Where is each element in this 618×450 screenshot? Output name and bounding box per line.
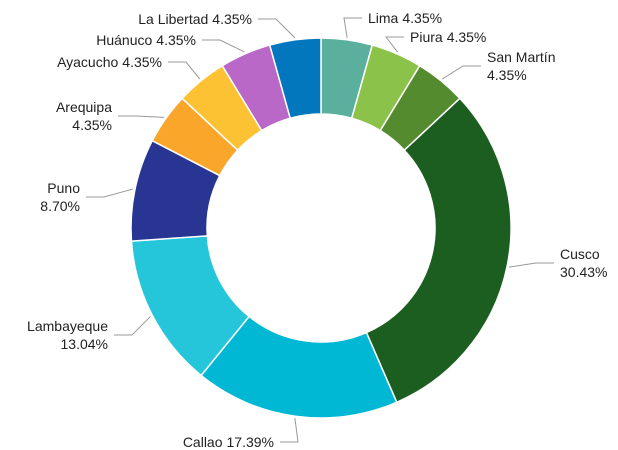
leader-line [168, 61, 201, 80]
value-label: 4.35% [402, 10, 442, 26]
leader-line [280, 418, 299, 443]
category-label: Puno [47, 180, 80, 196]
value-label: 4.35% [156, 32, 196, 48]
slice-label: Puno 8.70% [40, 180, 80, 214]
slice-label: Ayacucho 4.35% [57, 54, 162, 70]
leader-line [384, 36, 404, 53]
donut-slice [268, 37, 322, 120]
slice-label: San Martín 4.35% [487, 49, 555, 83]
value-label: 30.43% [560, 264, 607, 280]
value-label: 4.35% [72, 117, 112, 133]
donut-slice [365, 97, 512, 404]
category-label: Callao [183, 434, 223, 450]
slice-label: Piura 4.35% [410, 29, 486, 45]
leader-line [202, 39, 245, 53]
leader-line [114, 316, 151, 336]
value-label: 4.35% [447, 29, 487, 45]
value-label: 17.39% [227, 434, 274, 450]
leader-line [508, 262, 554, 268]
category-label: Cusco [560, 246, 600, 262]
value-label: 4.35% [487, 67, 527, 83]
slice-label: Lambayeque 13.04% [27, 318, 108, 352]
leader-line [118, 115, 165, 118]
category-label: Ayacucho [57, 54, 118, 70]
slice-label: Cusco 30.43% [560, 246, 607, 280]
leader-line [343, 17, 362, 38]
category-label: Lima [368, 10, 399, 26]
value-label: 4.35% [122, 54, 162, 70]
category-label: Lambayeque [27, 318, 108, 334]
leader-line [258, 18, 296, 39]
donut-slice [200, 315, 398, 419]
value-label: 4.35% [212, 11, 252, 27]
slice-label: Callao 17.39% [183, 434, 274, 450]
value-label: 13.04% [61, 336, 108, 352]
category-label: Piura [410, 29, 443, 45]
slice-label: Arequipa 4.35% [56, 99, 112, 133]
slice-label: Lima 4.35% [368, 10, 442, 26]
category-label: La Libertad [138, 11, 208, 27]
leader-line [86, 188, 134, 198]
leader-line [441, 65, 481, 80]
category-label: Arequipa [56, 99, 112, 115]
slice-label: Huánuco 4.35% [96, 32, 196, 48]
category-label: Huánuco [96, 32, 152, 48]
category-label: San Martín [487, 49, 555, 65]
value-label: 8.70% [40, 198, 80, 214]
slice-label: La Libertad 4.35% [138, 11, 252, 27]
